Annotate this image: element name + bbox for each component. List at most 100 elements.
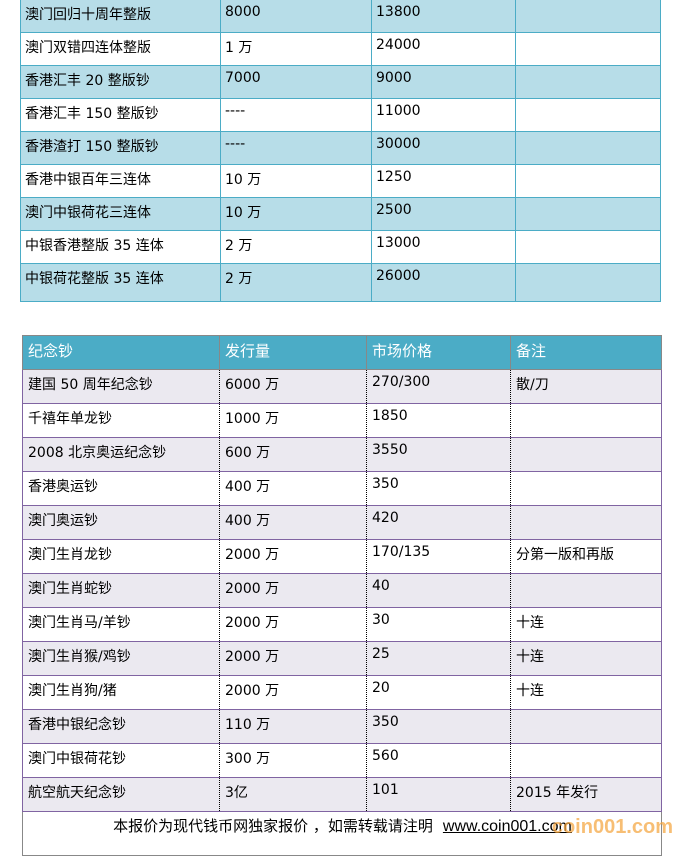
table-cell: 10 万 <box>220 197 372 231</box>
table-row: 澳门生肖狗/猪 2000 万 20 十连 <box>22 675 662 710</box>
table-cell: ---- <box>220 98 372 132</box>
table-row: 澳门生肖猴/鸡钞 2000 万 25 十连 <box>22 641 662 676</box>
table-cell: 千禧年单龙钞 <box>22 403 220 438</box>
table-cell: 澳门中银荷花三连体 <box>20 197 221 231</box>
table-cell: 400 万 <box>219 505 367 540</box>
table-cell: 170/135 <box>366 539 511 574</box>
table-row: 澳门中银荷花钞 300 万 560 <box>22 743 662 778</box>
table-cell: 分第一版和再版 <box>510 539 662 574</box>
table-cell: 2500 <box>371 197 516 231</box>
table-row: 香港汇丰 150 整版钞 ---- 11000 <box>20 98 661 132</box>
table-cell: 澳门生肖龙钞 <box>22 539 220 574</box>
table-cell: 2015 年发行 <box>510 777 662 812</box>
table-cell: 2000 万 <box>219 539 367 574</box>
commemorative-note-price-table: 纪念钞 发行量 市场价格 备注 建国 50 周年纪念钞 6000 万 270/300… <box>22 335 662 856</box>
table-cell: 建国 50 周年纪念钞 <box>22 369 220 404</box>
table-cell: 香港中银纪念钞 <box>22 709 220 744</box>
table-cell <box>515 32 661 66</box>
table-cell: 散/刀 <box>510 369 662 404</box>
table-cell: 420 <box>366 505 511 540</box>
table-row: 中银香港整版 35 连体 2 万 13000 <box>20 230 661 264</box>
table-header-row: 纪念钞 发行量 市场价格 备注 <box>22 335 662 370</box>
table-cell: 2 万 <box>220 230 372 264</box>
table-cell <box>515 65 661 99</box>
table-cell: 560 <box>366 743 511 778</box>
table-cell: 香港渣打 150 整版钞 <box>20 131 221 165</box>
table-row: 澳门生肖龙钞 2000 万 170/135 分第一版和再版 <box>22 539 662 574</box>
table-cell: 香港中银百年三连体 <box>20 164 221 198</box>
table-row: 香港中银纪念钞 110 万 350 <box>22 709 662 744</box>
watermark-logo: coin001.com <box>551 816 673 838</box>
table-cell: 10 万 <box>220 164 372 198</box>
site-link[interactable]: www.coin001.com <box>442 818 572 835</box>
table-cell: 澳门生肖马/羊钞 <box>22 607 220 642</box>
table-row: 澳门生肖马/羊钞 2000 万 30 十连 <box>22 607 662 642</box>
table-row: 香港渣打 150 整版钞 ---- 30000 <box>20 131 661 165</box>
table-row: 建国 50 周年纪念钞 6000 万 270/300 散/刀 <box>22 369 662 404</box>
table-cell: 20 <box>366 675 511 710</box>
table-cell: 澳门回归十周年整版 <box>20 0 221 33</box>
table-cell: 十连 <box>510 641 662 676</box>
table-cell: 2000 万 <box>219 607 367 642</box>
table-cell: 13800 <box>371 0 516 33</box>
table-cell <box>515 131 661 165</box>
table-cell: 300 万 <box>219 743 367 778</box>
header-cell: 发行量 <box>219 335 367 370</box>
table-cell <box>510 403 662 438</box>
table-cell: 30 <box>366 607 511 642</box>
table-cell: 101 <box>366 777 511 812</box>
table-cell: 110 万 <box>219 709 367 744</box>
table-cell: 1850 <box>366 403 511 438</box>
table-cell: 13000 <box>371 230 516 264</box>
table-cell <box>510 505 662 540</box>
table-row: 中银荷花整版 35 连体 2 万 26000 <box>20 263 661 302</box>
table-cell: 7000 <box>220 65 372 99</box>
table-cell: ---- <box>220 131 372 165</box>
table-cell <box>510 709 662 744</box>
table-cell <box>515 0 661 33</box>
table-cell: 270/300 <box>366 369 511 404</box>
table-cell: 2008 北京奥运纪念钞 <box>22 437 220 472</box>
table-cell: 1000 万 <box>219 403 367 438</box>
table-cell: 1 万 <box>220 32 372 66</box>
table-cell: 1250 <box>371 164 516 198</box>
table-cell: 26000 <box>371 263 516 302</box>
footer-row: 本报价为现代钱币网独家报价 ，如需转载请注明 www.coin001.com <box>22 811 662 856</box>
table-cell: 香港汇丰 20 整版钞 <box>20 65 221 99</box>
table-cell: 2000 万 <box>219 675 367 710</box>
table-row: 澳门生肖蛇钞 2000 万 40 <box>22 573 662 608</box>
header-cell: 市场价格 <box>366 335 511 370</box>
table-cell: 澳门生肖蛇钞 <box>22 573 220 608</box>
table-cell <box>515 98 661 132</box>
table-cell: 澳门中银荷花钞 <box>22 743 220 778</box>
table-cell: 9000 <box>371 65 516 99</box>
table-cell: 30000 <box>371 131 516 165</box>
table-cell: 3亿 <box>219 777 367 812</box>
table-cell <box>510 573 662 608</box>
table-cell: 十连 <box>510 675 662 710</box>
table-row: 澳门奥运钞 400 万 420 <box>22 505 662 540</box>
table-cell: 澳门生肖猴/鸡钞 <box>22 641 220 676</box>
table-cell: 十连 <box>510 607 662 642</box>
table-cell: 香港汇丰 150 整版钞 <box>20 98 221 132</box>
table-cell: 2000 万 <box>219 641 367 676</box>
table-cell: 11000 <box>371 98 516 132</box>
table-row: 澳门中银荷花三连体 10 万 2500 <box>20 197 661 231</box>
table-cell: 中银香港整版 35 连体 <box>20 230 221 264</box>
table-cell: 香港奥运钞 <box>22 471 220 506</box>
table-cell: 澳门奥运钞 <box>22 505 220 540</box>
table-cell: 600 万 <box>219 437 367 472</box>
header-cell: 纪念钞 <box>22 335 220 370</box>
table-cell <box>510 471 662 506</box>
table-cell: 6000 万 <box>219 369 367 404</box>
table-cell <box>515 164 661 198</box>
table-row: 千禧年单龙钞 1000 万 1850 <box>22 403 662 438</box>
table-cell: 2000 万 <box>219 573 367 608</box>
table-cell: 航空航天纪念钞 <box>22 777 220 812</box>
table-cell: 澳门双错四连体整版 <box>20 32 221 66</box>
footer-cell: 本报价为现代钱币网独家报价 ，如需转载请注明 www.coin001.com <box>22 811 662 856</box>
table-cell: 350 <box>366 709 511 744</box>
table-cell: 25 <box>366 641 511 676</box>
table-cell: 3550 <box>366 437 511 472</box>
table-cell: 40 <box>366 573 511 608</box>
